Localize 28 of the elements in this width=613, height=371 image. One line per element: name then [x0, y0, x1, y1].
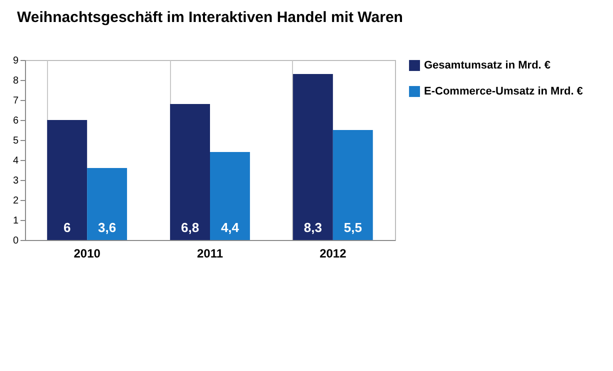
x-tick-label: 2011	[196, 246, 224, 260]
x-tick-label: 2010	[74, 246, 101, 260]
bar	[332, 130, 373, 240]
bar	[210, 152, 250, 240]
y-tick-label: 9	[12, 56, 19, 66]
data-label: 6,8	[180, 220, 200, 235]
data-label: 3,6	[98, 220, 116, 235]
y-tick-label: 3	[12, 176, 19, 186]
y-tick-label: 4	[12, 156, 19, 166]
legend-label: Gesamtumsatz in Mrd. €	[424, 60, 551, 72]
bar	[170, 104, 210, 240]
legend-label: E-Commerce-Umsatz in Mrd. €	[424, 86, 583, 98]
data-label: 4,4	[220, 220, 240, 235]
data-label: 5,5	[344, 220, 362, 235]
data-label: 6	[63, 220, 71, 235]
chart-title: Weihnachtsgeschäft im Interaktiven Handel mit Waren	[17, 9, 403, 26]
y-tick-label: 5	[12, 136, 19, 146]
y-tick-label: 6	[12, 116, 19, 126]
x-tick-label: 2012	[320, 246, 347, 260]
data-label: 8,3	[304, 220, 322, 235]
y-tick-label: 8	[12, 76, 19, 86]
y-tick-label: 7	[12, 96, 19, 106]
y-tick-label: 1	[12, 216, 19, 226]
bar	[47, 120, 88, 240]
y-tick-label: 2	[12, 196, 19, 206]
bar	[292, 74, 333, 240]
bar	[87, 168, 128, 240]
y-tick-label: 0	[12, 236, 19, 246]
